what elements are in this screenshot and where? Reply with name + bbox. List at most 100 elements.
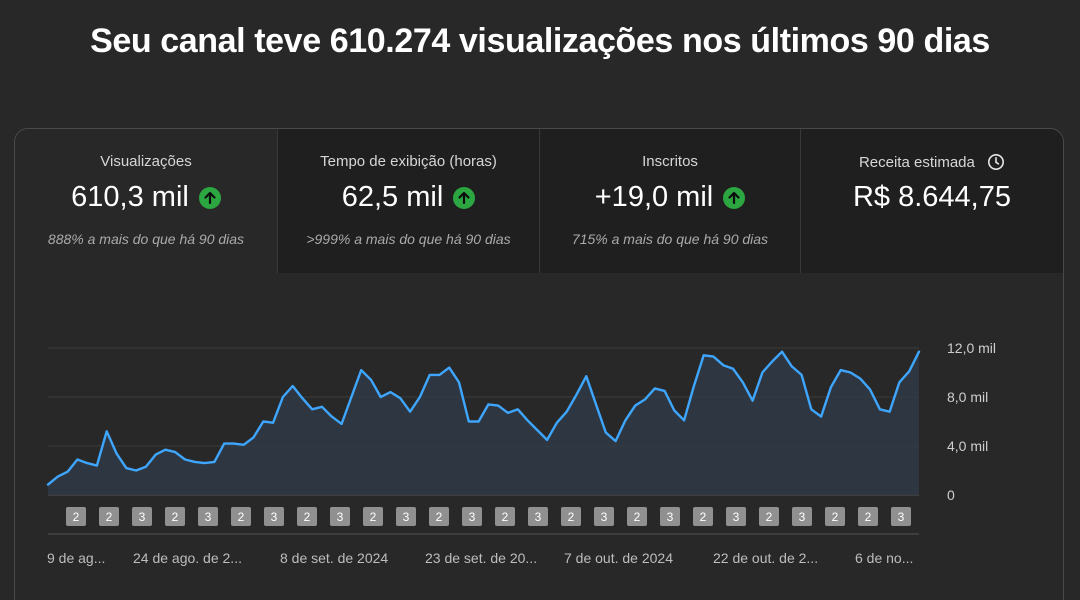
upload-count-badge[interactable]: 2 — [297, 507, 317, 526]
upload-count-badge[interactable]: 2 — [231, 507, 251, 526]
badge-count: 3 — [535, 510, 542, 524]
upload-count-badge[interactable]: 2 — [429, 507, 449, 526]
badge-box — [759, 507, 779, 526]
y-tick-label: 8,0 mil — [947, 389, 988, 405]
upload-count-badge[interactable]: 2 — [693, 507, 713, 526]
upload-count-badge[interactable]: 2 — [561, 507, 581, 526]
y-tick-label: 12,0 mil — [947, 340, 996, 356]
metric-tab-revenue[interactable]: Receita estimada R$ 8.644,75 — [800, 129, 1063, 273]
upload-count-badge[interactable]: 3 — [330, 507, 350, 526]
badge-count: 3 — [205, 510, 212, 524]
metric-value: +19,0 mil — [594, 181, 714, 213]
metric-label: Visualizações — [100, 153, 192, 170]
badge-count: 2 — [766, 510, 773, 524]
metric-value-row: R$ 8.644,75 — [801, 181, 1063, 214]
badge-box — [165, 507, 185, 526]
badge-box — [528, 507, 548, 526]
upload-count-badge[interactable]: 2 — [627, 507, 647, 526]
badge-box — [396, 507, 416, 526]
metric-label: Inscritos — [642, 153, 698, 170]
metric-value-row: 62,5 mil — [278, 181, 539, 214]
badge-count: 3 — [271, 510, 278, 524]
x-tick-label: 24 de ago. de 2... — [133, 550, 242, 566]
upload-count-badge[interactable]: 3 — [396, 507, 416, 526]
badge-box — [561, 507, 581, 526]
badge-count: 2 — [73, 510, 80, 524]
upload-count-badge[interactable]: 2 — [66, 507, 86, 526]
upload-count-badge[interactable]: 3 — [792, 507, 812, 526]
badge-count: 2 — [502, 510, 509, 524]
upload-count-badge[interactable]: 3 — [891, 507, 911, 526]
y-axis-ticks: 12,0 mil 8,0 mil 4,0 mil 0 — [947, 340, 996, 503]
badge-count: 2 — [568, 510, 575, 524]
badge-box — [594, 507, 614, 526]
metric-tab-views[interactable]: Visualizações 610,3 mil 888% a mais do q… — [15, 129, 277, 273]
x-tick-label: 23 de set. de 20... — [425, 550, 537, 566]
upload-count-badge[interactable]: 3 — [660, 507, 680, 526]
badge-count: 2 — [370, 510, 377, 524]
badge-box — [858, 507, 878, 526]
badge-box — [891, 507, 911, 526]
badge-count: 2 — [238, 510, 245, 524]
badge-count: 3 — [667, 510, 674, 524]
upload-count-badge[interactable]: 3 — [462, 507, 482, 526]
views-series-line — [46, 350, 921, 486]
chart-area — [46, 350, 921, 495]
x-tick-label: 7 de out. de 2024 — [564, 550, 673, 566]
badge-box — [264, 507, 284, 526]
badge-box — [198, 507, 218, 526]
badge-box — [132, 507, 152, 526]
metric-value-row: +19,0 mil — [540, 181, 800, 214]
upload-count-badge[interactable]: 3 — [132, 507, 152, 526]
badge-box — [363, 507, 383, 526]
clock-icon[interactable] — [987, 153, 1005, 171]
views-area-fill — [48, 351, 919, 495]
metric-label: Tempo de exibição (horas) — [320, 153, 497, 170]
upload-count-badge[interactable]: 2 — [858, 507, 878, 526]
metric-value: 610,3 mil — [71, 181, 189, 213]
upload-count-badge[interactable]: 3 — [198, 507, 218, 526]
metric-label-row: Receita estimada — [801, 153, 1063, 171]
badge-box — [627, 507, 647, 526]
badge-count: 3 — [799, 510, 806, 524]
upload-count-badge[interactable]: 3 — [726, 507, 746, 526]
badge-count: 3 — [898, 510, 905, 524]
arrow-up-icon — [453, 186, 476, 209]
badge-box — [792, 507, 812, 526]
upload-count-badge[interactable]: 3 — [264, 507, 284, 526]
badge-box — [297, 507, 317, 526]
badge-count: 3 — [469, 510, 476, 524]
badge-count: 2 — [700, 510, 707, 524]
metric-value: R$ 8.644,75 — [852, 181, 1011, 213]
badge-box — [462, 507, 482, 526]
upload-count-badge[interactable]: 2 — [363, 507, 383, 526]
metric-tab-subscribers[interactable]: Inscritos +19,0 mil 715% a mais do que h… — [539, 129, 800, 273]
badge-count: 3 — [139, 510, 146, 524]
badge-count: 2 — [304, 510, 311, 524]
x-tick-label: 9 de ag... — [47, 550, 105, 566]
upload-count-badge[interactable]: 2 — [825, 507, 845, 526]
badge-box — [693, 507, 713, 526]
upload-count-badge[interactable]: 2 — [495, 507, 515, 526]
badge-count: 3 — [733, 510, 740, 524]
metric-label: Receita estimada — [858, 154, 975, 171]
upload-count-badge[interactable]: 3 — [594, 507, 614, 526]
badge-box — [726, 507, 746, 526]
upload-count-badge[interactable]: 2 — [759, 507, 779, 526]
badge-box — [429, 507, 449, 526]
arrow-up-icon — [723, 186, 746, 209]
metric-tab-watch-time[interactable]: Tempo de exibição (horas) 62,5 mil >999%… — [277, 129, 539, 273]
y-tick-label: 4,0 mil — [947, 438, 988, 454]
publish-markers: 2 2 3 2 3 2 3 2 3 2 3 2 3 2 3 2 3 2 3 2 3 2 3 2 2 3 — [48, 507, 919, 535]
upload-count-badge[interactable]: 2 — [165, 507, 185, 526]
overview-panel: Visualizações 610,3 mil 888% a mais do q… — [14, 128, 1064, 600]
badge-box — [660, 507, 680, 526]
badge-count: 2 — [634, 510, 641, 524]
badge-box — [495, 507, 515, 526]
badge-box — [66, 507, 86, 526]
badge-count: 3 — [403, 510, 410, 524]
upload-count-badge[interactable]: 2 — [99, 507, 119, 526]
upload-count-badge[interactable]: 3 — [528, 507, 548, 526]
metric-comparison: 715% a mais do que há 90 dias — [571, 231, 769, 247]
